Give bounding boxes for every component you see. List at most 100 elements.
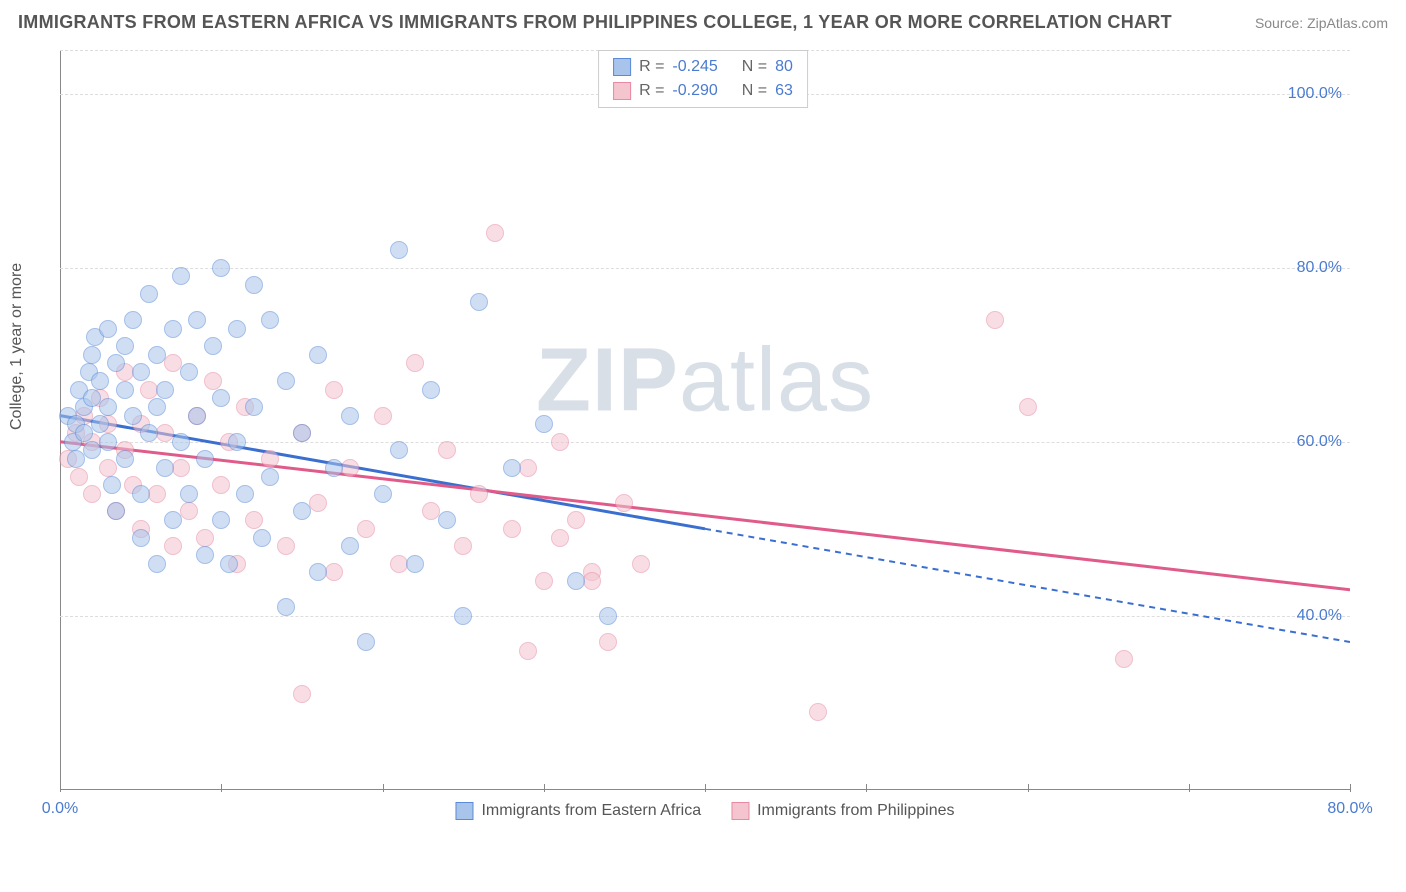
legend-top-stats: R = -0.245 N = 80 R = -0.290 N = 63 xyxy=(598,50,808,108)
n-label: N = xyxy=(742,55,767,79)
scatter-point xyxy=(277,598,295,616)
scatter-point xyxy=(124,311,142,329)
scatter-point xyxy=(309,563,327,581)
r-value-eastern-africa: -0.245 xyxy=(672,55,717,79)
scatter-point xyxy=(374,407,392,425)
y-axis-label: College, 1 year or more xyxy=(8,263,26,430)
scatter-point xyxy=(438,441,456,459)
scatter-point xyxy=(615,494,633,512)
scatter-point xyxy=(438,511,456,529)
scatter-point xyxy=(809,703,827,721)
scatter-point xyxy=(551,433,569,451)
scatter-point xyxy=(245,398,263,416)
scatter-point xyxy=(196,546,214,564)
scatter-point xyxy=(132,485,150,503)
scatter-point xyxy=(172,433,190,451)
scatter-point xyxy=(228,320,246,338)
scatter-point xyxy=(503,520,521,538)
scatter-point xyxy=(261,311,279,329)
scatter-point xyxy=(107,354,125,372)
scatter-point xyxy=(309,346,327,364)
stats-swatch-philippines xyxy=(613,82,631,100)
scatter-point xyxy=(454,537,472,555)
scatter-point xyxy=(390,241,408,259)
scatter-point xyxy=(245,511,263,529)
scatter-point xyxy=(422,381,440,399)
scatter-point xyxy=(91,372,109,390)
scatter-point xyxy=(470,485,488,503)
scatter-point xyxy=(107,502,125,520)
scatter-point xyxy=(196,529,214,547)
y-tick-label: 40.0% xyxy=(1297,607,1342,625)
scatter-point xyxy=(188,311,206,329)
scatter-point xyxy=(148,398,166,416)
scatter-point xyxy=(116,450,134,468)
scatter-point xyxy=(164,511,182,529)
scatter-point xyxy=(140,424,158,442)
scatter-point xyxy=(99,320,117,338)
scatter-point xyxy=(124,407,142,425)
scatter-point xyxy=(83,346,101,364)
scatter-point xyxy=(245,276,263,294)
scatter-point xyxy=(454,607,472,625)
scatter-point xyxy=(599,633,617,651)
scatter-point xyxy=(228,433,246,451)
r-label: R = xyxy=(639,55,664,79)
stats-row-philippines: R = -0.290 N = 63 xyxy=(613,79,793,103)
x-tick-label: 80.0% xyxy=(1327,800,1372,818)
scatter-point xyxy=(180,363,198,381)
chart-title: IMMIGRANTS FROM EASTERN AFRICA VS IMMIGR… xyxy=(18,12,1172,33)
scatter-point xyxy=(99,459,117,477)
scatter-point xyxy=(116,381,134,399)
scatter-point xyxy=(236,485,254,503)
legend-label-philippines: Immigrants from Philippines xyxy=(757,802,954,820)
scatter-point xyxy=(519,642,537,660)
scatter-point xyxy=(132,363,150,381)
scatter-point xyxy=(470,293,488,311)
scatter-point xyxy=(253,529,271,547)
scatter-point xyxy=(132,529,150,547)
r-label: R = xyxy=(639,79,664,103)
n-value-eastern-africa: 80 xyxy=(775,55,793,79)
scatter-point xyxy=(293,685,311,703)
scatter-point xyxy=(212,511,230,529)
x-tick-label: 0.0% xyxy=(42,800,78,818)
scatter-point xyxy=(204,337,222,355)
scatter-point xyxy=(180,485,198,503)
scatter-point xyxy=(551,529,569,547)
scatter-point xyxy=(325,459,343,477)
scatter-point xyxy=(535,415,553,433)
scatter-point xyxy=(164,537,182,555)
stats-swatch-eastern-africa xyxy=(613,58,631,76)
scatter-point xyxy=(172,267,190,285)
scatter-point xyxy=(567,572,585,590)
scatter-point xyxy=(293,424,311,442)
scatter-point xyxy=(325,381,343,399)
scatter-point xyxy=(172,459,190,477)
scatter-point xyxy=(519,459,537,477)
scatter-point xyxy=(156,459,174,477)
y-tick-label: 80.0% xyxy=(1297,259,1342,277)
stats-row-eastern-africa: R = -0.245 N = 80 xyxy=(613,55,793,79)
scatter-point xyxy=(277,537,295,555)
scatter-point xyxy=(91,415,109,433)
scatter-point xyxy=(293,502,311,520)
legend-item-eastern-africa: Immigrants from Eastern Africa xyxy=(455,802,701,820)
scatter-point xyxy=(140,285,158,303)
scatter-point xyxy=(180,502,198,520)
scatter-point xyxy=(156,381,174,399)
scatter-point xyxy=(212,476,230,494)
scatter-point xyxy=(341,459,359,477)
legend-bottom: Immigrants from Eastern Africa Immigrant… xyxy=(455,802,954,820)
scatter-point xyxy=(103,476,121,494)
scatter-point xyxy=(406,555,424,573)
scatter-point xyxy=(83,441,101,459)
legend-swatch-philippines xyxy=(731,802,749,820)
scatter-point xyxy=(1115,650,1133,668)
scatter-point xyxy=(83,485,101,503)
scatter-point xyxy=(567,511,585,529)
r-value-philippines: -0.290 xyxy=(672,79,717,103)
scatter-point xyxy=(212,259,230,277)
scatter-point xyxy=(390,441,408,459)
scatter-point xyxy=(212,389,230,407)
